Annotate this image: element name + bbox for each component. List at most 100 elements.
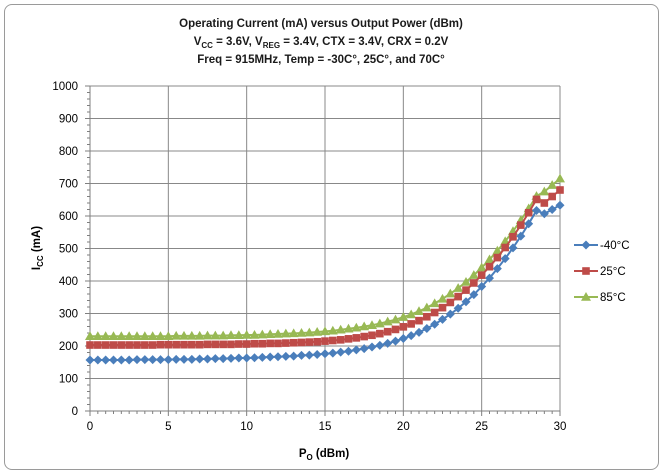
data-point: [101, 355, 111, 365]
y-tick-label: 100: [59, 374, 78, 386]
x-title-main: P: [299, 448, 307, 460]
data-point: [555, 173, 565, 183]
data-point: [188, 340, 196, 349]
data-point: [391, 336, 400, 346]
data-point: [453, 303, 463, 313]
data-point: [179, 354, 189, 364]
legend-label: -40°C: [600, 240, 630, 252]
data-point: [375, 340, 385, 350]
data-point: [343, 323, 354, 333]
y-axis-title: ICC (mA): [31, 226, 45, 270]
legend-marker: [582, 267, 590, 275]
data-point: [218, 330, 229, 340]
data-point: [383, 327, 392, 336]
data-point: [344, 335, 353, 343]
data-point: [445, 288, 456, 298]
data-point: [351, 345, 361, 355]
data-point: [476, 262, 487, 272]
data-point: [203, 340, 212, 349]
y-tick-label: 1000: [52, 81, 78, 93]
data-point: [195, 354, 205, 364]
data-point: [391, 325, 400, 334]
data-point: [147, 331, 158, 340]
x-title-sub: O: [307, 453, 313, 462]
data-point: [94, 341, 102, 349]
data-point: [234, 353, 244, 363]
data-point: [556, 186, 564, 194]
data-point: [336, 336, 345, 344]
data-point: [524, 219, 534, 229]
data-point: [282, 339, 290, 347]
data-point: [390, 314, 401, 324]
x-tick-label: 10: [240, 421, 253, 433]
data-point: [148, 355, 158, 365]
data-point: [202, 330, 213, 340]
data-point: [492, 264, 502, 274]
data-point: [148, 341, 157, 349]
data-point: [156, 355, 165, 365]
data-point: [210, 330, 221, 340]
data-point: [407, 320, 415, 328]
data-point: [532, 195, 541, 204]
y-tick-label: 600: [59, 211, 78, 223]
data-point: [367, 342, 377, 352]
data-point: [211, 340, 220, 349]
chart-title-line2: VCC = 3.6V, VREG = 3.4V, CTX = 3.4V, CRX…: [194, 36, 449, 50]
data-point: [203, 354, 212, 364]
title-vcc-main: V: [194, 36, 202, 48]
data-point: [438, 314, 447, 324]
series-1: [86, 186, 564, 349]
data-point: [430, 308, 439, 317]
data-point: [313, 337, 321, 346]
data-point: [454, 292, 462, 301]
data-point: [414, 327, 424, 337]
data-point: [415, 316, 423, 325]
chart-title-line1: Operating Current (mA) versus Output Pow…: [179, 18, 463, 30]
data-point: [516, 231, 526, 241]
data-point: [352, 334, 361, 342]
x-title-rest: (dBm): [313, 448, 350, 460]
data-point: [124, 331, 135, 340]
data-point: [329, 336, 337, 345]
y-title-sub: CC: [36, 255, 45, 267]
series-0: [85, 200, 565, 365]
data-point: [139, 331, 150, 340]
data-point: [461, 276, 471, 286]
data-point: [117, 341, 126, 349]
data-point: [398, 334, 408, 344]
data-point: [422, 323, 432, 333]
title-vcc-sub: CC: [201, 41, 213, 50]
data-point: [359, 344, 369, 354]
chart-frame: [4, 4, 659, 470]
data-point: [289, 338, 298, 347]
data-point: [86, 341, 94, 349]
data-point: [429, 298, 440, 308]
data-point: [297, 350, 306, 360]
data-point: [453, 283, 464, 292]
data-point: [125, 341, 133, 349]
data-point: [360, 332, 368, 341]
data-point: [524, 208, 533, 217]
data-point: [226, 353, 236, 363]
data-point: [109, 355, 118, 365]
data-point: [547, 180, 558, 189]
data-point: [344, 346, 353, 356]
data-point: [171, 330, 182, 340]
data-point: [367, 320, 377, 329]
data-point: [101, 341, 110, 349]
data-point: [280, 328, 291, 338]
data-point: [233, 330, 244, 340]
data-point: [194, 330, 205, 340]
data-point: [85, 355, 95, 365]
data-point: [445, 309, 455, 319]
title-vreg-sub: REG: [263, 41, 280, 50]
data-point: [539, 209, 549, 219]
data-point: [461, 297, 471, 307]
legend-item: -40°C: [574, 240, 630, 252]
data-point: [273, 352, 283, 362]
data-point: [368, 331, 376, 340]
data-point: [226, 330, 236, 340]
data-point: [195, 340, 204, 349]
data-point: [305, 338, 314, 346]
